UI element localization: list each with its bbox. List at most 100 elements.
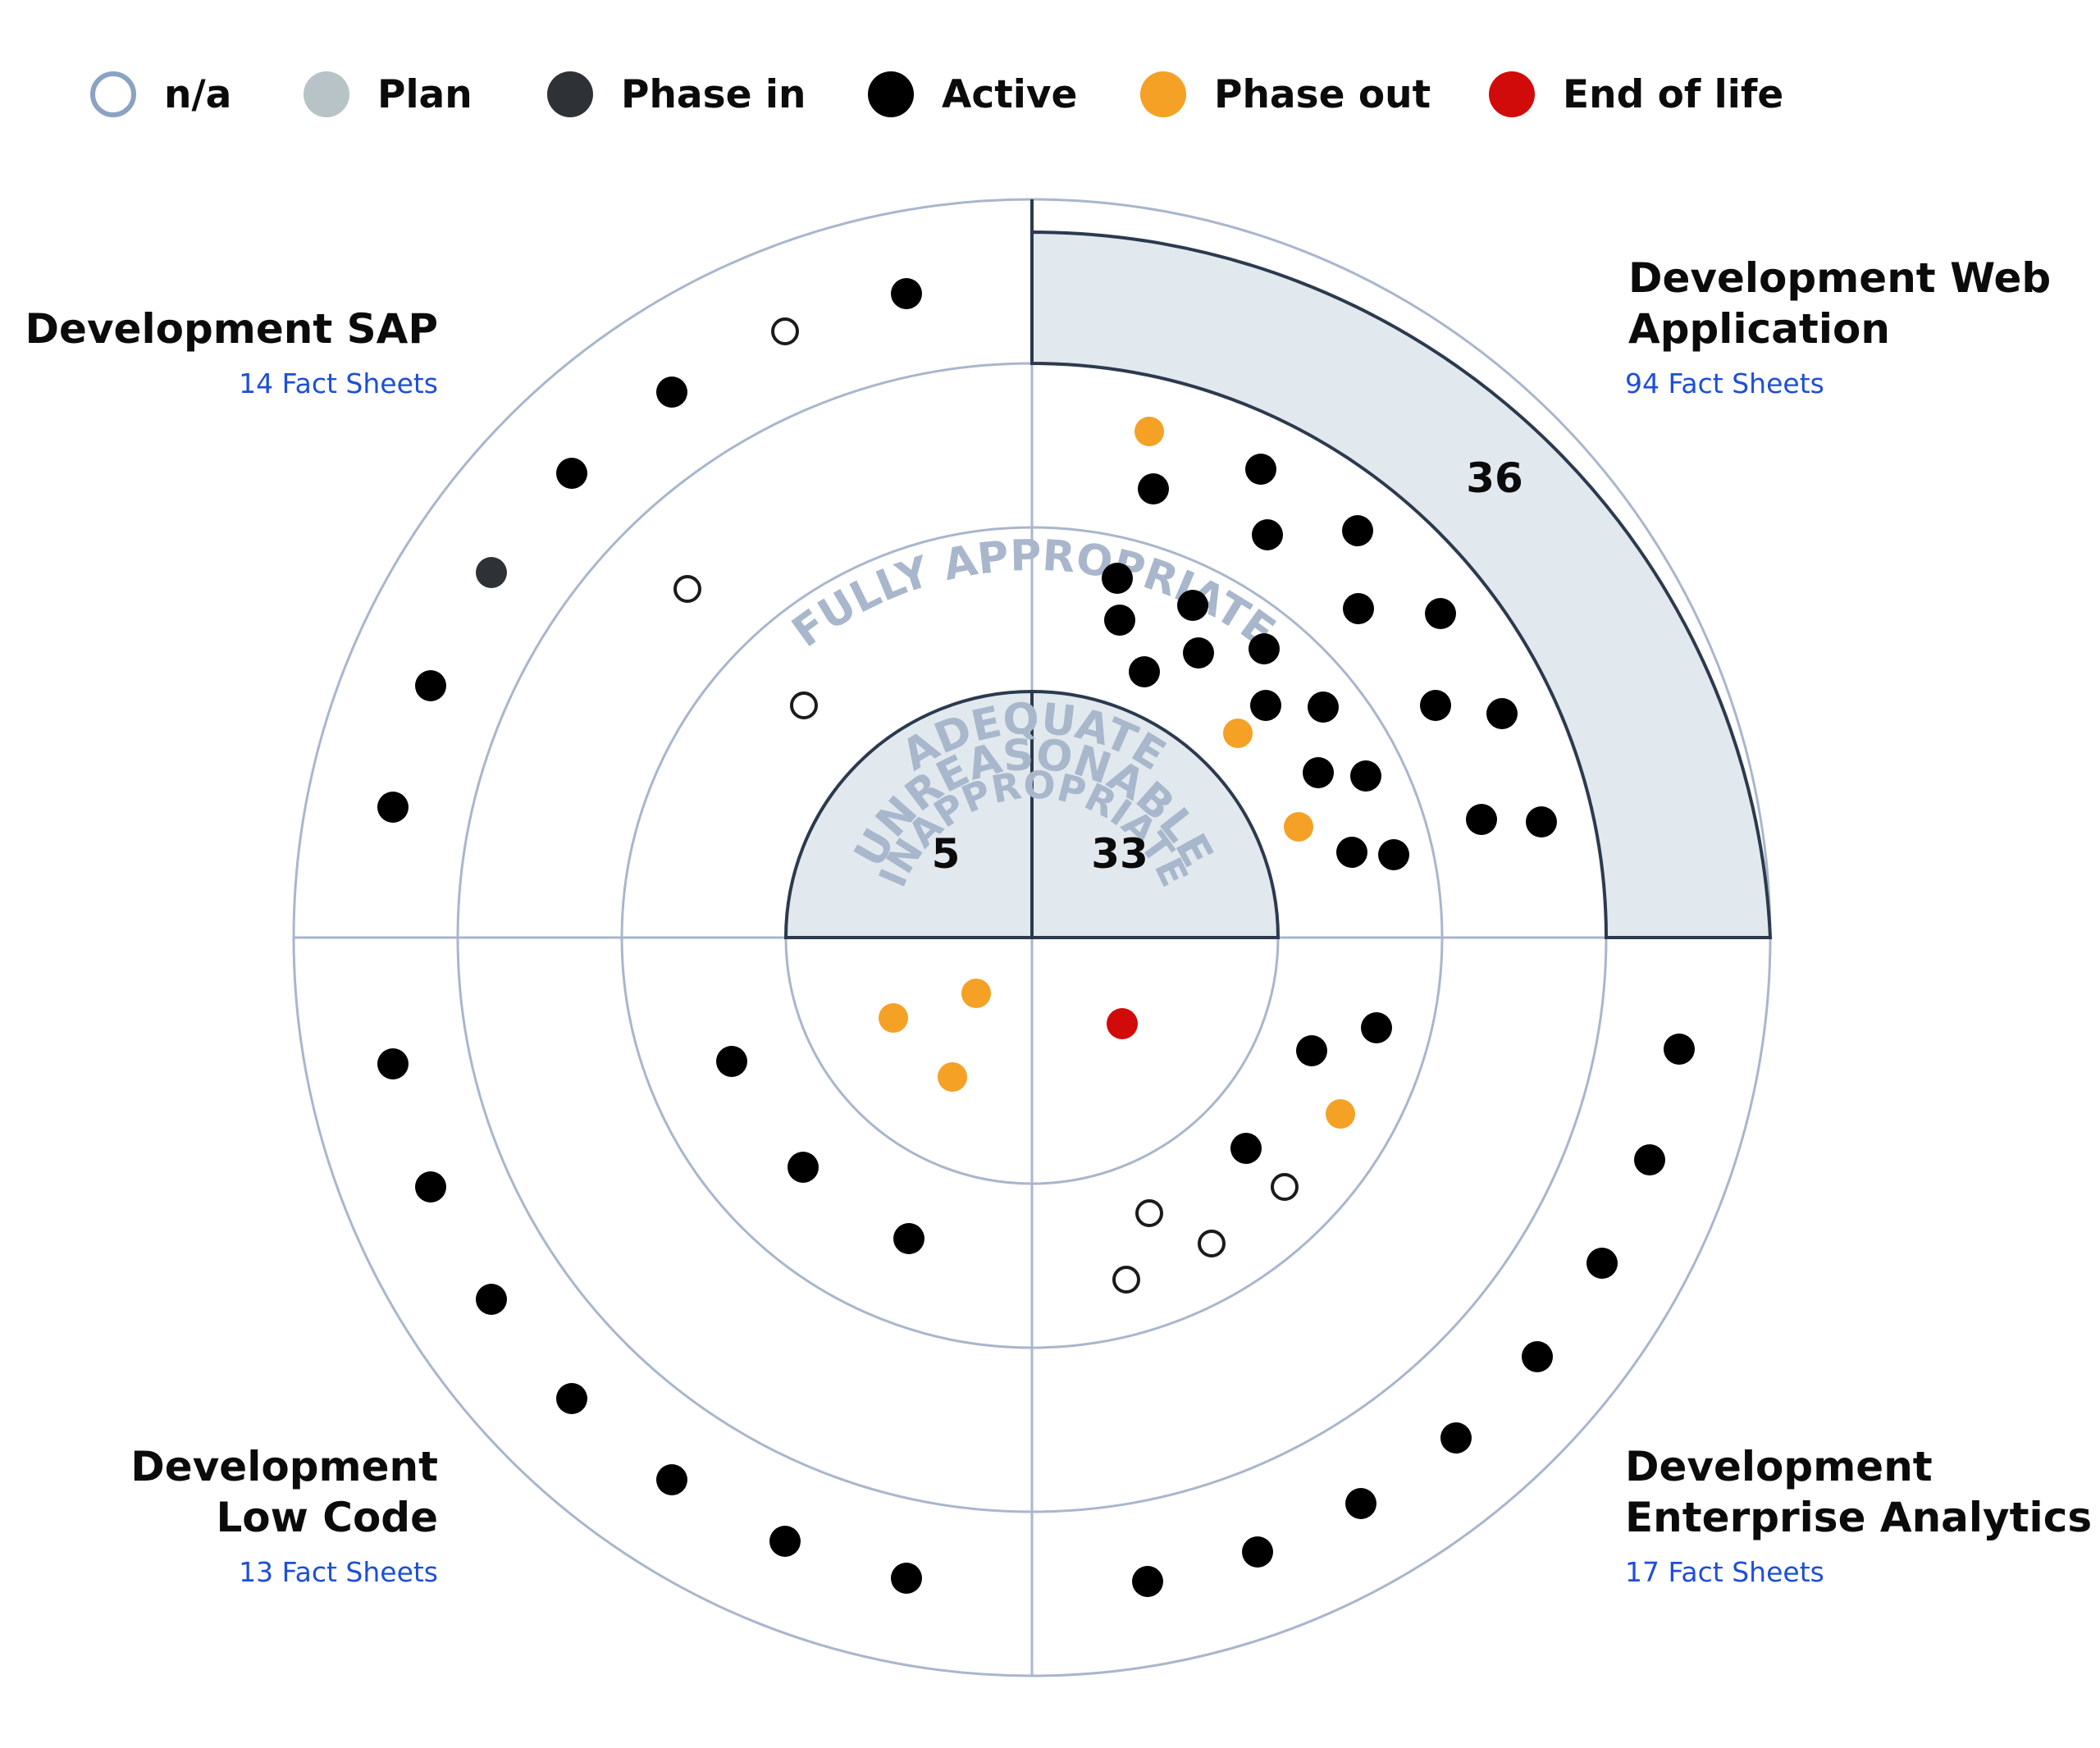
quadrant-title-bottom-right: Development Enterprise Analytics xyxy=(1625,1441,2092,1543)
fact-sheet-dot-top-right-active[interactable] xyxy=(1102,563,1133,594)
fact-sheet-dot-bottom-right-active[interactable] xyxy=(1242,1536,1273,1568)
fact-sheet-dot-top-left-active[interactable] xyxy=(556,458,587,489)
fact-sheet-dot-top-right-active[interactable] xyxy=(1104,605,1135,636)
fact-sheet-dot-top-left-na[interactable] xyxy=(771,317,799,345)
fact-sheet-dot-top-right-active[interactable] xyxy=(1336,837,1367,868)
quadrant-title-top-right-line-2: Application xyxy=(1628,305,1890,353)
legend-label-phase-in: Phase in xyxy=(621,71,806,117)
legend: n/a Plan Phase in Active Phase out End o… xyxy=(0,0,2100,189)
fact-sheet-dot-top-left-active[interactable] xyxy=(377,792,409,823)
fact-sheet-dot-bottom-left-active[interactable] xyxy=(788,1152,819,1183)
fact-sheet-dot-top-right-phase-out[interactable] xyxy=(1223,719,1253,748)
fact-sheet-dot-top-right-active[interactable] xyxy=(1350,760,1381,792)
fact-sheet-dot-bottom-right-active[interactable] xyxy=(1230,1133,1262,1164)
fact-sheet-dot-bottom-left-phase-out[interactable] xyxy=(938,1062,967,1092)
legend-swatch-plan xyxy=(304,71,349,117)
quadrant-subtitle-top-left[interactable]: 14 Fact Sheets xyxy=(239,367,438,399)
count-top-right-fully-appropriate: 36 xyxy=(1466,454,1523,502)
fact-sheet-dot-top-right-active[interactable] xyxy=(1342,515,1373,546)
quadrant-title-top-left: Development SAP xyxy=(25,304,438,354)
fact-sheet-dot-top-left-na[interactable] xyxy=(790,691,818,719)
fact-sheet-dot-top-right-active[interactable] xyxy=(1526,806,1557,837)
fact-sheet-dot-top-right-active[interactable] xyxy=(1183,637,1214,669)
fact-sheet-dot-bottom-left-phase-out[interactable] xyxy=(961,979,991,1008)
fact-sheet-dot-bottom-right-active[interactable] xyxy=(1634,1144,1665,1175)
fact-sheet-dot-top-left-active[interactable] xyxy=(656,377,687,408)
fact-sheet-dot-top-right-phase-out[interactable] xyxy=(1284,812,1313,842)
fact-sheet-dot-bottom-left-active[interactable] xyxy=(476,1284,507,1315)
fact-sheet-dot-bottom-right-active[interactable] xyxy=(1522,1341,1553,1372)
fact-sheet-dot-top-right-active[interactable] xyxy=(1177,590,1208,621)
fact-sheet-dot-bottom-right-na[interactable] xyxy=(1271,1173,1299,1201)
fact-sheet-dot-bottom-right-na[interactable] xyxy=(1135,1199,1163,1227)
quadrant-title-top-right-line-1: Development Web xyxy=(1628,254,2052,302)
fact-sheet-dot-bottom-right-active[interactable] xyxy=(1132,1566,1163,1597)
legend-label-end-of-life: End of life xyxy=(1563,71,1784,117)
quadrant-subtitle-top-right[interactable]: 94 Fact Sheets xyxy=(1625,367,1824,399)
fact-sheet-dot-bottom-right-phase-out[interactable] xyxy=(1326,1099,1355,1129)
quadrant-subtitle-bottom-right[interactable]: 17 Fact Sheets xyxy=(1625,1556,1824,1588)
legend-item-plan[interactable]: Plan xyxy=(304,66,472,123)
legend-swatch-phase-out xyxy=(1140,71,1186,117)
fact-sheet-dot-top-right-active[interactable] xyxy=(1378,839,1409,870)
legend-label-phase-out: Phase out xyxy=(1214,71,1431,117)
fact-sheet-dot-bottom-left-active[interactable] xyxy=(656,1464,687,1495)
fact-sheet-dot-bottom-left-active[interactable] xyxy=(415,1171,446,1203)
fact-sheet-dot-bottom-left-phase-out[interactable] xyxy=(879,1003,908,1033)
legend-swatch-na xyxy=(90,71,136,117)
fact-sheet-dot-top-right-active[interactable] xyxy=(1466,804,1497,835)
legend-item-na[interactable]: n/a xyxy=(90,66,231,123)
fact-sheet-dot-bottom-right-active[interactable] xyxy=(1586,1248,1618,1279)
fact-sheet-dot-top-right-active[interactable] xyxy=(1138,473,1169,504)
legend-item-phase-in[interactable]: Phase in xyxy=(547,66,806,123)
quadrant-title-bottom-right-line-1: Development xyxy=(1625,1443,1933,1490)
fact-sheet-dot-top-right-active[interactable] xyxy=(1343,593,1374,624)
legend-item-phase-out[interactable]: Phase out xyxy=(1140,66,1431,123)
legend-swatch-phase-in xyxy=(547,71,593,117)
fact-sheet-dot-bottom-left-active[interactable] xyxy=(769,1526,801,1557)
fact-sheet-dot-bottom-right-active[interactable] xyxy=(1664,1034,1695,1065)
fully-appropriate-highlight[interactable] xyxy=(1032,231,1770,938)
fact-sheet-dot-top-left-phase-in[interactable] xyxy=(476,557,507,588)
fact-sheet-dot-bottom-right-na[interactable] xyxy=(1198,1230,1226,1257)
fact-sheet-dot-top-right-active[interactable] xyxy=(1303,757,1334,788)
fact-sheet-dots xyxy=(377,278,1695,1597)
quadrant-title-bottom-right-line-2: Enterprise Analytics xyxy=(1625,1494,2093,1541)
fact-sheet-dot-bottom-left-active[interactable] xyxy=(891,1563,922,1594)
fact-sheet-dot-top-right-active[interactable] xyxy=(1245,454,1276,485)
fact-sheet-dot-top-right-active[interactable] xyxy=(1252,519,1283,550)
legend-label-na: n/a xyxy=(164,71,232,117)
fact-sheet-dot-bottom-right-end-of-life[interactable] xyxy=(1107,1008,1138,1039)
fact-sheet-dot-bottom-left-active[interactable] xyxy=(556,1383,587,1414)
fact-sheet-dot-bottom-left-active[interactable] xyxy=(893,1223,924,1254)
fact-sheet-dot-top-right-active[interactable] xyxy=(1129,656,1160,687)
fact-sheet-dot-bottom-left-active[interactable] xyxy=(377,1048,409,1079)
fact-sheet-dot-bottom-right-active[interactable] xyxy=(1296,1035,1327,1066)
ring-label-fully-appropriate: FULLY APPROPRIATE xyxy=(783,532,1284,657)
quadrant-subtitle-bottom-left[interactable]: 13 Fact Sheets xyxy=(239,1556,438,1588)
fact-sheet-dot-top-right-active[interactable] xyxy=(1420,690,1451,721)
legend-swatch-active xyxy=(868,71,914,117)
quadrant-title-bottom-left-line-2: Low Code xyxy=(216,1494,438,1541)
fact-sheet-dot-bottom-right-na[interactable] xyxy=(1112,1266,1140,1294)
fact-sheet-dot-top-right-active[interactable] xyxy=(1249,633,1280,664)
quadrant-title-bottom-left: Development Low Code xyxy=(130,1441,438,1543)
legend-item-end-of-life[interactable]: End of life xyxy=(1489,66,1783,123)
fact-sheet-dot-top-right-active[interactable] xyxy=(1250,690,1281,721)
fact-sheet-dot-top-right-active[interactable] xyxy=(1486,698,1518,729)
legend-item-active[interactable]: Active xyxy=(868,66,1077,123)
fact-sheet-dot-bottom-right-active[interactable] xyxy=(1440,1422,1472,1454)
fact-sheet-dot-top-left-na[interactable] xyxy=(673,575,701,603)
fact-sheet-dot-top-right-active[interactable] xyxy=(1425,598,1456,629)
count-top-left-inappropriate: 5 xyxy=(932,830,961,878)
quadrant-title-top-right: Development Web Application xyxy=(1628,253,2051,354)
fact-sheet-dot-bottom-right-active[interactable] xyxy=(1361,1012,1392,1043)
fact-sheet-dot-bottom-left-active[interactable] xyxy=(716,1046,747,1077)
fact-sheet-dot-top-right-active[interactable] xyxy=(1308,691,1339,723)
fact-sheet-dot-top-left-active[interactable] xyxy=(415,670,446,701)
fact-sheet-dot-top-right-phase-out[interactable] xyxy=(1134,417,1164,446)
fact-sheet-dot-top-left-active[interactable] xyxy=(891,278,922,309)
fact-sheet-dot-bottom-right-active[interactable] xyxy=(1345,1488,1376,1519)
quadrant-title-bottom-left-line-1: Development xyxy=(130,1443,438,1490)
